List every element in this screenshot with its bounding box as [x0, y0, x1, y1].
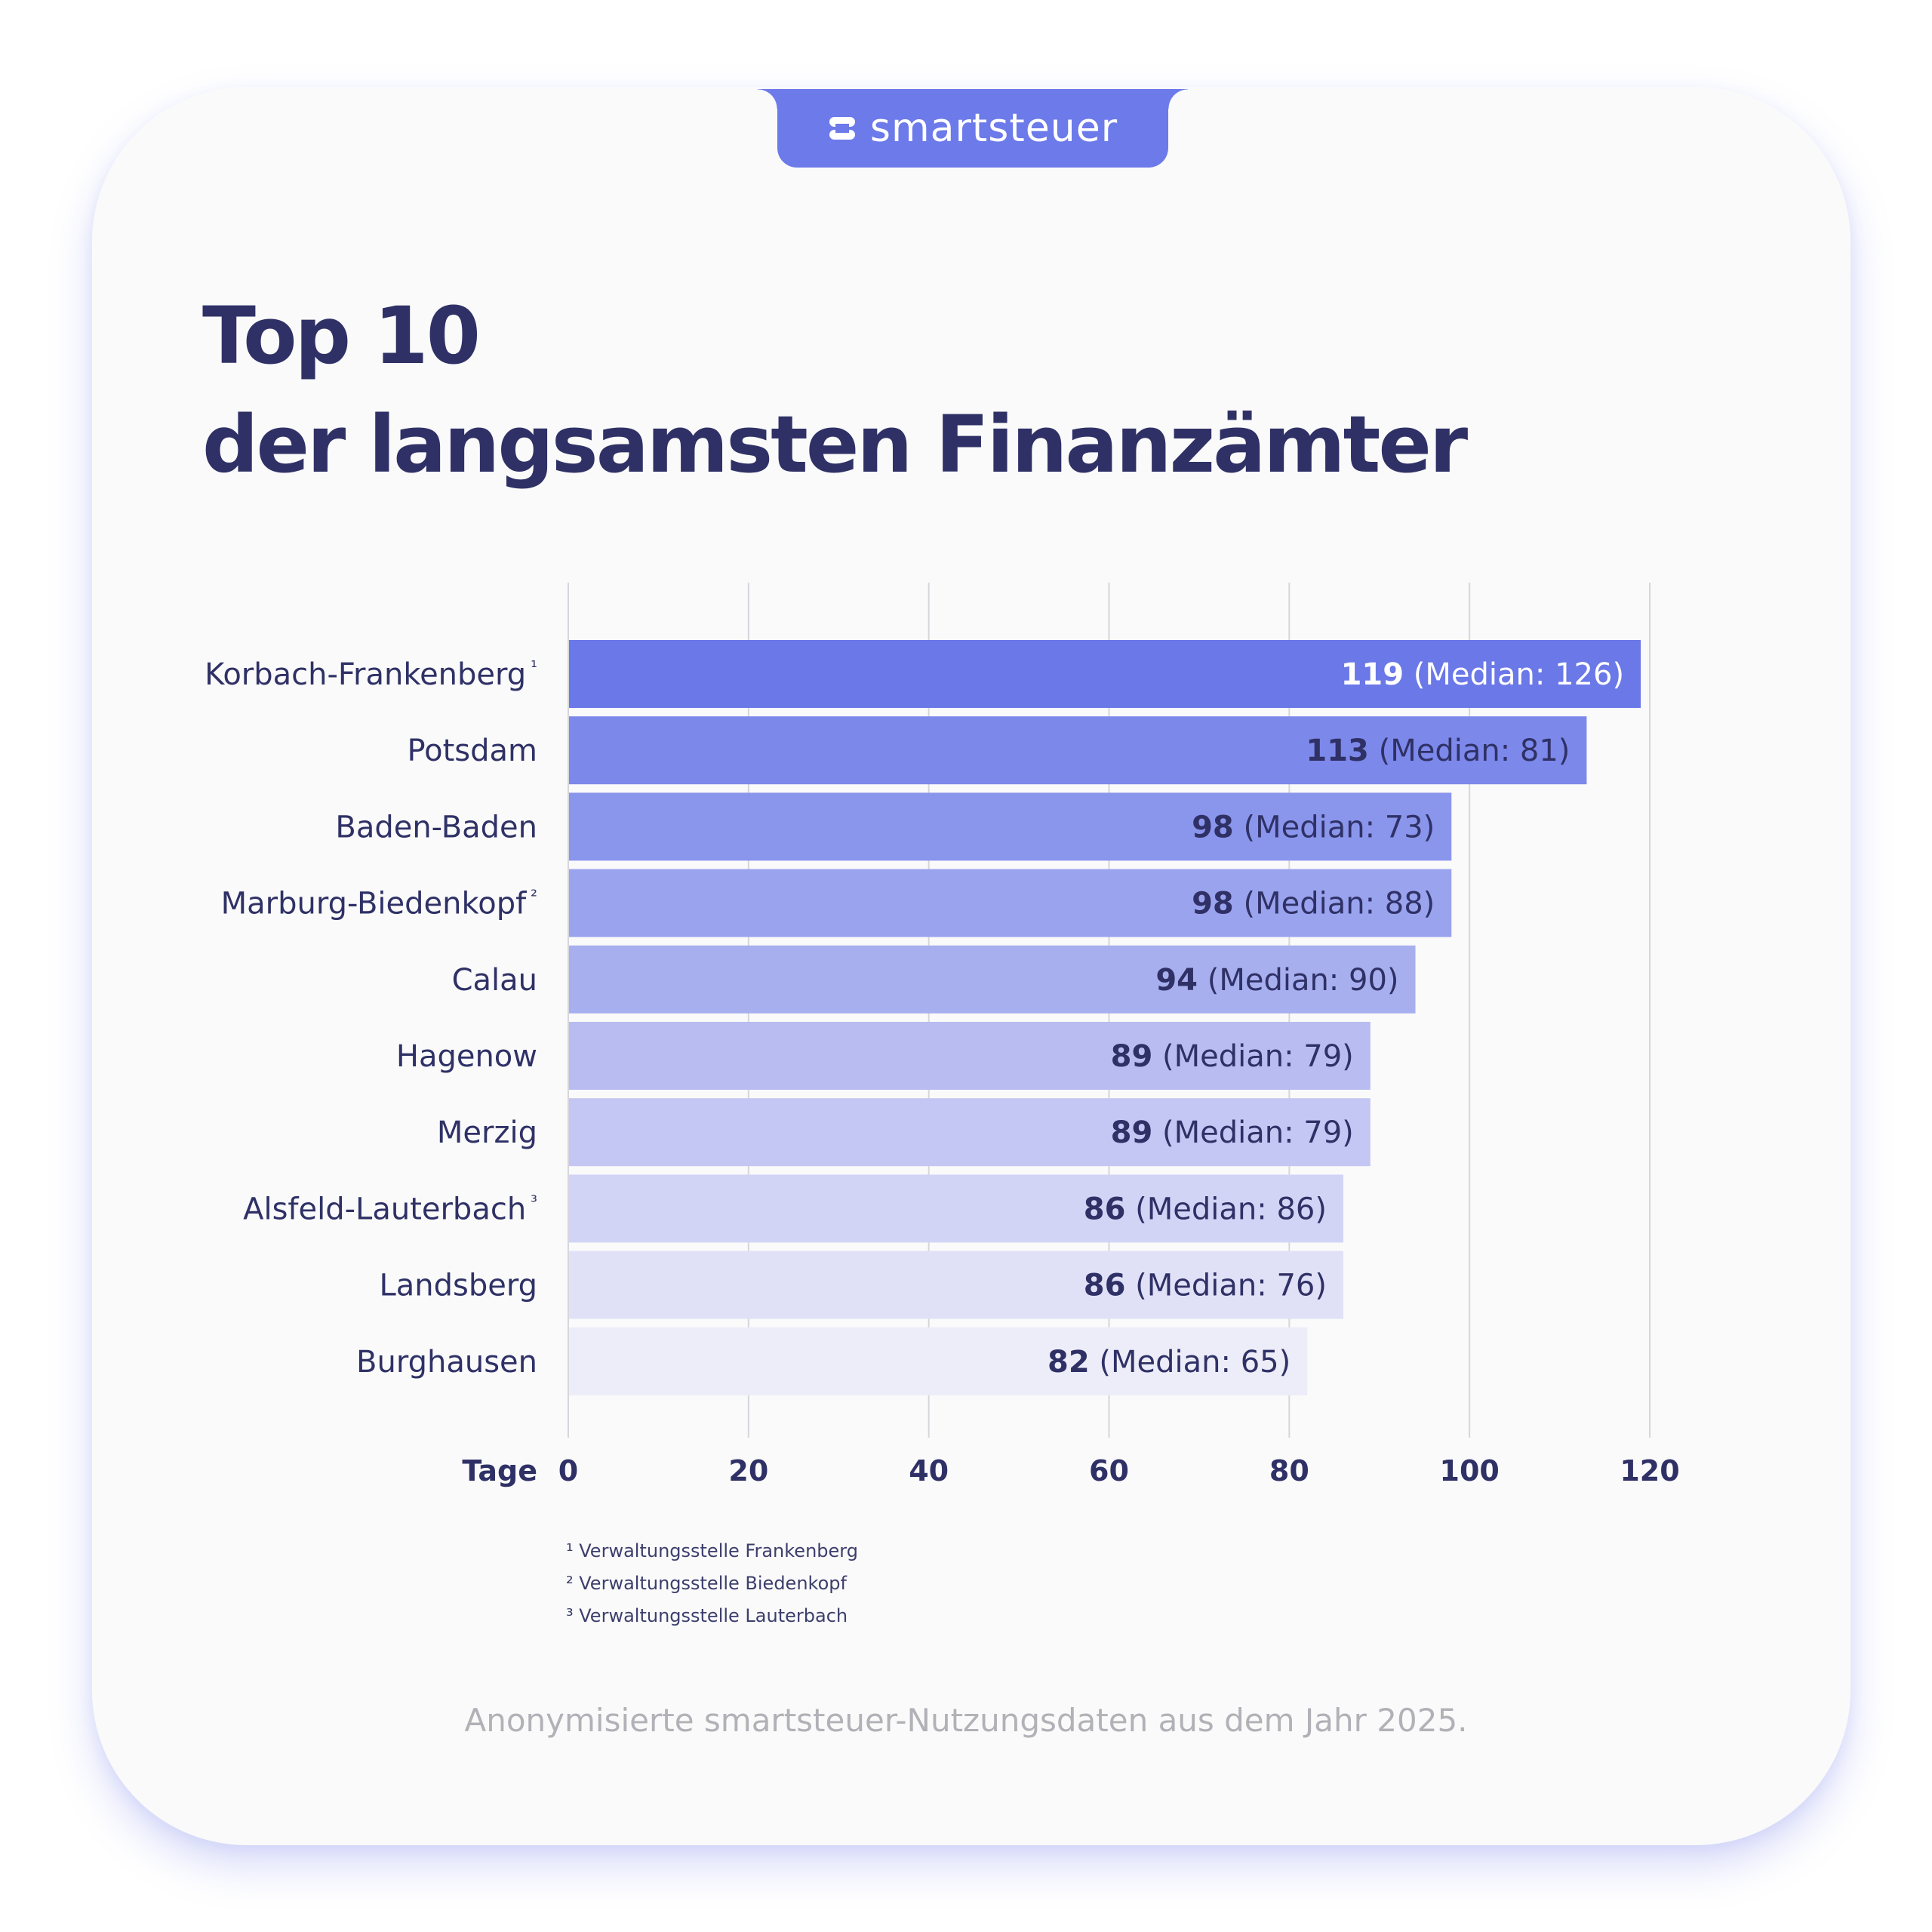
- category-label-5: Calau: [452, 963, 537, 998]
- category-label-7: Merzig: [437, 1115, 537, 1150]
- footnote-2: ² Verwaltungsstelle Biedenkopf: [566, 1573, 847, 1594]
- tick-label-20: 20: [728, 1454, 768, 1487]
- bar-8: [569, 1174, 1343, 1243]
- value-label-6: 89 (Median: 79): [1111, 1039, 1354, 1074]
- bar-4: [569, 869, 1452, 937]
- category-label-4: Marburg-Biedenkopf ²: [221, 887, 537, 921]
- source-note: Anonymisierte smartsteuer-Nutzungsdaten …: [464, 1702, 1468, 1739]
- value-label-5: 94 (Median: 90): [1155, 963, 1398, 998]
- bar-9: [569, 1251, 1343, 1319]
- bar-2: [569, 716, 1587, 785]
- value-label-2: 113 (Median: 81): [1306, 734, 1570, 768]
- footnotes: ¹ Verwaltungsstelle Frankenberg ² Verwal…: [566, 1535, 858, 1632]
- brand-name: smartsteuer: [869, 106, 1118, 151]
- tick-label-60: 60: [1089, 1454, 1129, 1487]
- chart-title-line-2: der langsamsten Finanzämter: [202, 398, 1468, 491]
- tick-label-100: 100: [1440, 1454, 1500, 1487]
- category-label-3: Baden-Baden: [335, 810, 537, 844]
- value-label-8: 86 (Median: 86): [1084, 1192, 1327, 1226]
- value-label-9: 86 (Median: 76): [1084, 1269, 1327, 1303]
- category-label-10: Burghausen: [356, 1345, 537, 1380]
- x-axis-title: Tage: [462, 1454, 537, 1487]
- value-label-1: 119 (Median: 126): [1341, 657, 1624, 692]
- value-label-3: 98 (Median: 73): [1192, 810, 1435, 844]
- tick-label-80: 80: [1269, 1454, 1309, 1487]
- value-label-4: 98 (Median: 88): [1192, 887, 1435, 921]
- value-label-10: 82 (Median: 65): [1048, 1345, 1291, 1380]
- bar-5: [569, 945, 1416, 1014]
- bar-1: [569, 640, 1641, 708]
- category-label-2: Potsdam: [407, 734, 537, 768]
- value-label-7: 89 (Median: 79): [1111, 1115, 1354, 1150]
- tick-label-40: 40: [909, 1454, 949, 1487]
- bar-3: [569, 792, 1452, 861]
- footnote-1: ¹ Verwaltungsstelle Frankenberg: [566, 1540, 858, 1561]
- category-label-1: Korbach-Frankenberg ¹: [205, 657, 537, 692]
- footnote-3: ³ Verwaltungsstelle Lauterbach: [566, 1605, 848, 1626]
- smartsteuer-logo-icon: [829, 117, 855, 140]
- tick-label-0: 0: [558, 1454, 578, 1487]
- bar-6: [569, 1022, 1371, 1090]
- brand-tab: smartsteuer: [758, 89, 1188, 168]
- category-label-9: Landsberg: [379, 1269, 537, 1303]
- bar-10: [569, 1327, 1308, 1395]
- category-label-6: Hagenow: [396, 1039, 537, 1074]
- bar-7: [569, 1098, 1371, 1167]
- chart-title-line-1: Top 10: [202, 290, 481, 382]
- category-label-8: Alsfeld-Lauterbach ³: [243, 1192, 537, 1226]
- tick-label-120: 120: [1620, 1454, 1679, 1487]
